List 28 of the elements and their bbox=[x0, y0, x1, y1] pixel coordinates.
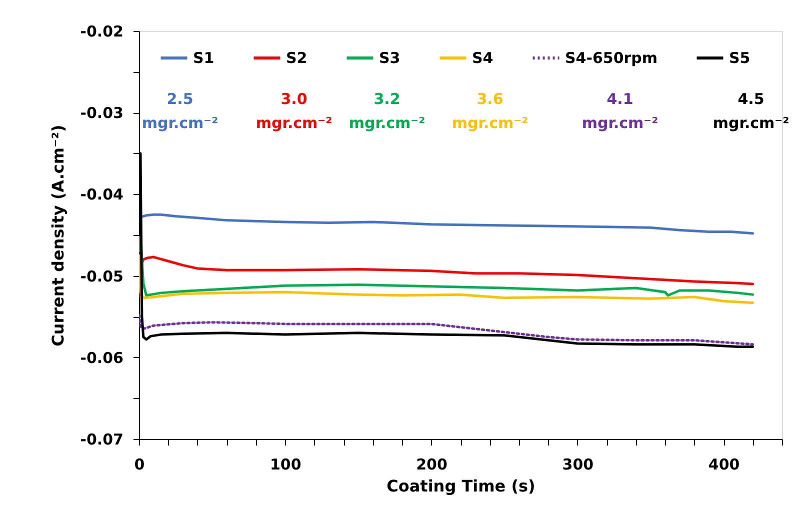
x-tick-label: 200 bbox=[416, 456, 448, 474]
x-tick-label: 400 bbox=[708, 456, 740, 474]
legend-label: S4-650rpm bbox=[565, 49, 658, 67]
x-axis-title: Coating Time (s) bbox=[386, 476, 536, 496]
legend-label: S2 bbox=[286, 49, 308, 67]
y-tick-label: -0.04 bbox=[80, 186, 124, 204]
y-tick-label: -0.05 bbox=[80, 267, 124, 286]
annotation: 3.2 mgr.cm⁻² bbox=[348, 90, 426, 132]
y-tick-label: -0.06 bbox=[80, 348, 124, 367]
legend-label: S1 bbox=[193, 49, 214, 67]
line-series bbox=[139, 256, 754, 298]
x-tick-label: 0 bbox=[134, 456, 145, 474]
legend-label: S3 bbox=[379, 49, 400, 67]
annotation: 4.5 mgr.cm⁻² bbox=[712, 90, 790, 132]
y-tick-label: -0.07 bbox=[80, 430, 124, 448]
annotation: 3.0 mgr.cm⁻² bbox=[256, 90, 332, 132]
annotation: 3.6 mgr.cm⁻² bbox=[452, 90, 528, 132]
legend-label: S5 bbox=[729, 49, 750, 67]
y-axis-title: Current density (A.cm⁻²) bbox=[48, 124, 68, 346]
annotation: 2.5 mgr.cm⁻² bbox=[142, 90, 218, 132]
line-series bbox=[139, 254, 754, 304]
x-tick-label: 300 bbox=[562, 456, 594, 474]
x-tick-label: 100 bbox=[270, 456, 302, 474]
line-series bbox=[139, 314, 754, 346]
annotation: 4.1 mgr.cm⁻² bbox=[582, 90, 658, 132]
y-tick-label: -0.02 bbox=[80, 22, 124, 40]
legend-label: S4 bbox=[472, 49, 494, 67]
y-tick-label: -0.03 bbox=[80, 104, 124, 122]
